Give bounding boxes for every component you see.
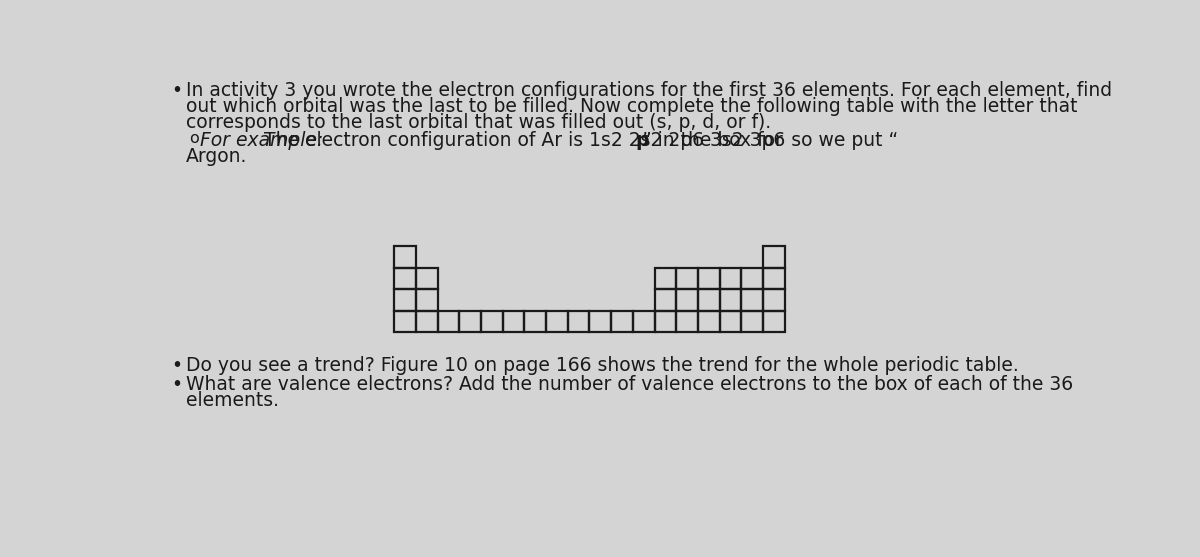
Bar [524, 311, 546, 333]
Bar [763, 311, 785, 333]
Bar [503, 311, 524, 333]
Text: Do you see a trend? Figure 10 on page 166 shows the trend for the whole periodic: Do you see a trend? Figure 10 on page 16… [186, 355, 1019, 375]
Bar [394, 246, 416, 268]
Text: p: p [635, 131, 649, 150]
Bar [632, 311, 654, 333]
Bar [763, 246, 785, 268]
Bar [742, 311, 763, 333]
Text: In activity 3 you wrote the electron configurations for the first 36 elements. F: In activity 3 you wrote the electron con… [186, 81, 1111, 100]
Bar [416, 290, 438, 311]
Bar [720, 311, 742, 333]
Bar [763, 268, 785, 290]
Bar [742, 268, 763, 290]
Text: out which orbital was the last to be filled. Now complete the following table wi: out which orbital was the last to be fil… [186, 97, 1078, 116]
Bar [460, 311, 481, 333]
Bar [654, 311, 677, 333]
Text: For example:: For example: [199, 131, 323, 150]
Text: •: • [172, 355, 182, 375]
Bar [677, 268, 698, 290]
Bar [589, 311, 611, 333]
Bar [763, 290, 785, 311]
Bar [416, 268, 438, 290]
Text: corresponds to the last orbital that was filled out (s, p, d, or f).: corresponds to the last orbital that was… [186, 113, 770, 132]
Text: •: • [172, 375, 182, 394]
Text: •: • [172, 81, 182, 100]
Text: o: o [188, 131, 198, 146]
Text: The electron configuration of Ar is 1s2 2s2 2p6 3s2 3p6 so we put “: The electron configuration of Ar is 1s2 … [258, 131, 899, 150]
Bar [654, 268, 677, 290]
Bar [698, 290, 720, 311]
Bar [654, 290, 677, 311]
Bar [677, 311, 698, 333]
Bar [742, 290, 763, 311]
Bar [394, 290, 416, 311]
Bar [438, 311, 460, 333]
Bar [481, 311, 503, 333]
Bar [611, 311, 632, 333]
Text: Argon.: Argon. [186, 147, 247, 166]
Bar [720, 268, 742, 290]
Bar [720, 290, 742, 311]
Bar [394, 268, 416, 290]
Bar [698, 311, 720, 333]
Text: elements.: elements. [186, 391, 278, 410]
Bar [546, 311, 568, 333]
Text: What are valence electrons? Add the number of valence electrons to the box of ea: What are valence electrons? Add the numb… [186, 375, 1073, 394]
Bar [394, 311, 416, 333]
Bar [568, 311, 589, 333]
Bar [698, 268, 720, 290]
Text: ” in the box for: ” in the box for [642, 131, 782, 150]
Bar [416, 311, 438, 333]
Bar [677, 290, 698, 311]
